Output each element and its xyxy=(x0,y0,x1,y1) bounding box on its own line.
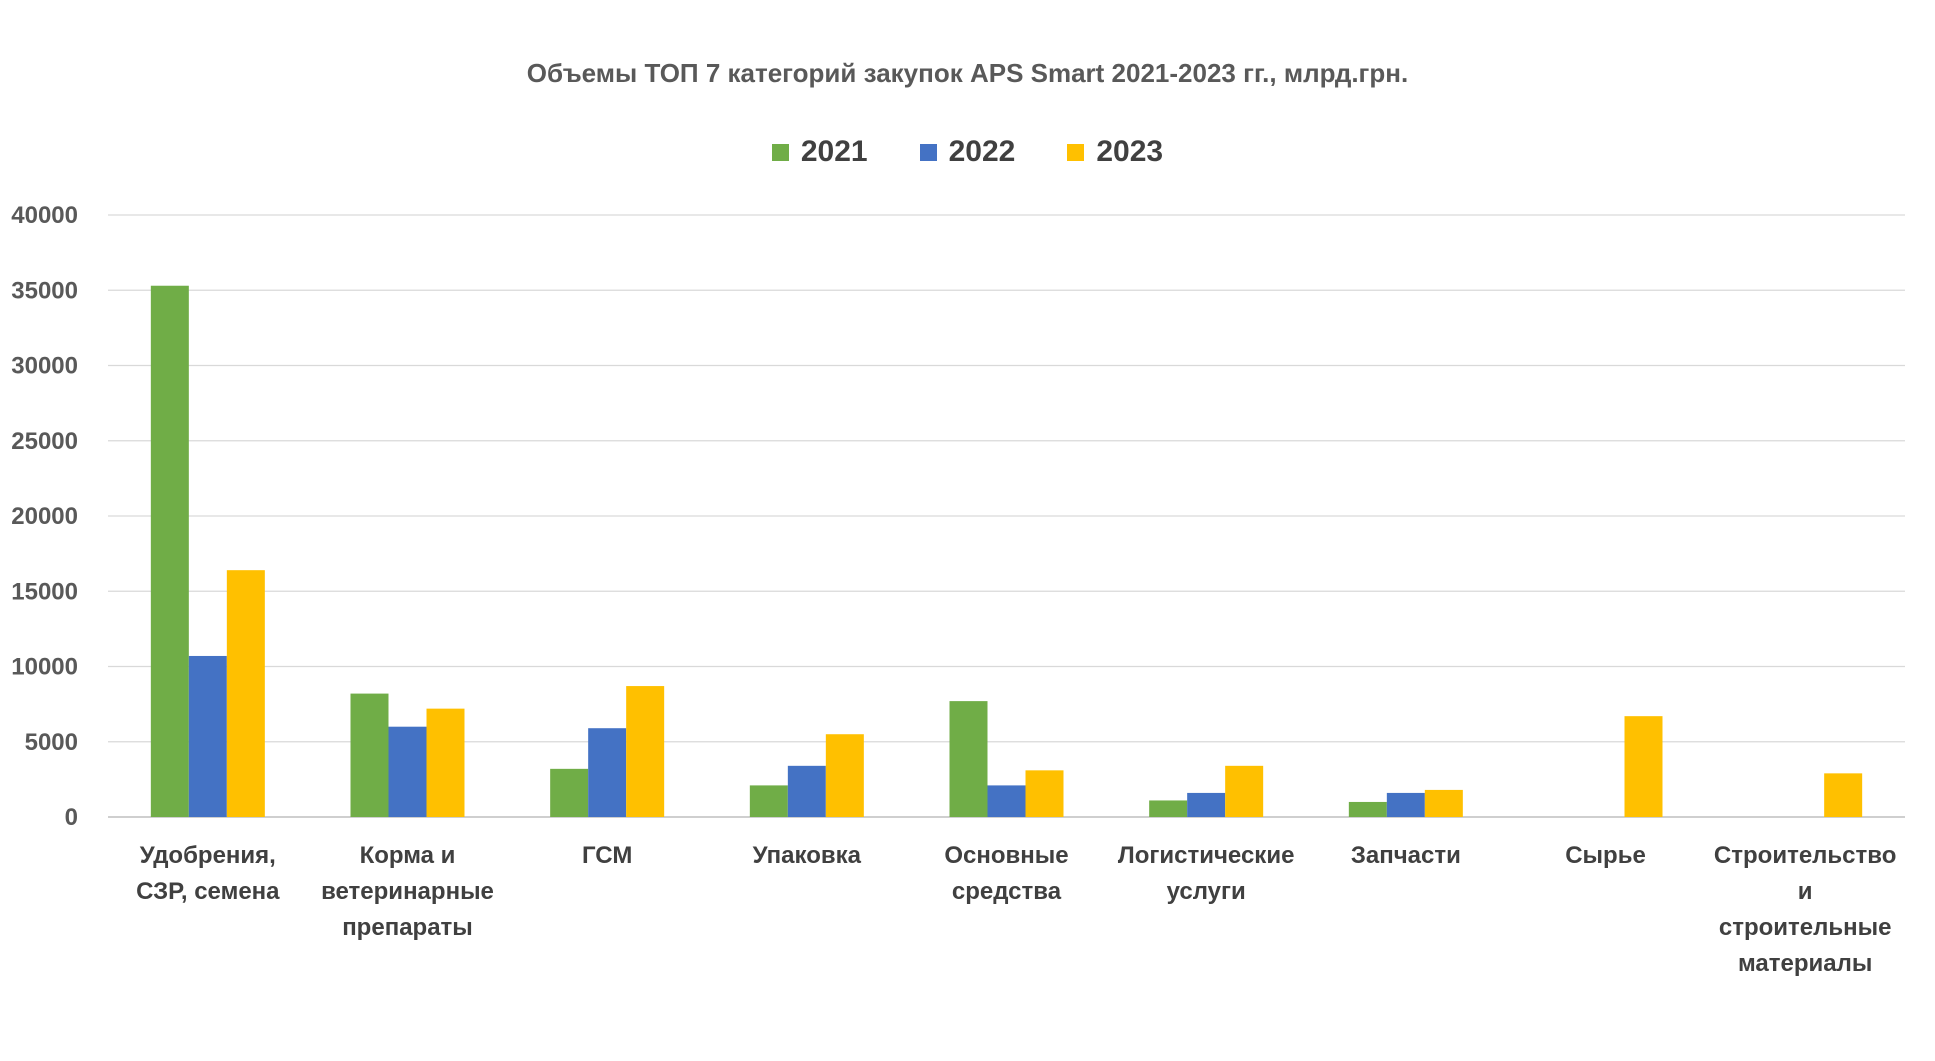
legend-swatch-2021 xyxy=(771,143,789,161)
bar-2022-2 xyxy=(588,728,627,817)
y-tick-label: 35000 xyxy=(11,277,78,304)
bar-2023-2 xyxy=(626,686,665,817)
bar-2022-4 xyxy=(987,785,1026,817)
x-category-label: Основные xyxy=(944,842,1068,869)
legend-label-2021: 2021 xyxy=(800,135,868,168)
bar-2023-4 xyxy=(1025,770,1064,817)
bar-2023-7 xyxy=(1624,716,1663,817)
bar-2021-3 xyxy=(749,785,788,817)
legend-label-2022: 2022 xyxy=(948,135,1016,168)
x-category-label: материалы xyxy=(1738,950,1872,977)
bar-2022-1 xyxy=(388,726,427,817)
y-tick-label: 0 xyxy=(65,804,78,831)
bar-2022-5 xyxy=(1187,792,1226,817)
bar-2023-5 xyxy=(1225,765,1264,817)
x-category-label: Логистические xyxy=(1118,842,1295,869)
bar-2021-5 xyxy=(1149,800,1188,817)
x-category-label: Удобрения, xyxy=(140,842,276,869)
legend: 2021 2022 2023 xyxy=(0,135,1935,169)
chart-title: Объемы ТОП 7 категорий закупок APS Smart… xyxy=(526,58,1409,88)
legend-item-2021: 2021 xyxy=(771,135,868,169)
legend-swatch-2023 xyxy=(1067,143,1085,161)
x-category-label: ГСМ xyxy=(582,842,632,869)
y-tick-label: 5000 xyxy=(25,729,78,756)
x-category-label: Корма и xyxy=(360,842,456,869)
bar-2022-6 xyxy=(1386,792,1425,817)
bar-2023-8 xyxy=(1824,773,1863,817)
y-tick-label: 30000 xyxy=(11,353,78,380)
legend-item-2023: 2023 xyxy=(1067,135,1163,169)
x-category-label: препараты xyxy=(342,914,473,941)
legend-label-2023: 2023 xyxy=(1096,135,1164,168)
x-category-label: СЗР, семена xyxy=(136,878,280,905)
y-tick-label: 25000 xyxy=(11,428,78,455)
x-category-label: и xyxy=(1798,878,1813,905)
bar-2021-4 xyxy=(949,701,988,817)
x-category-label: строительные xyxy=(1719,914,1892,941)
bar-2021-0 xyxy=(150,285,189,817)
bar-2023-0 xyxy=(226,570,265,817)
bar-2021-2 xyxy=(550,768,589,817)
x-category-label: Сырье xyxy=(1565,842,1646,869)
bar-2023-6 xyxy=(1424,789,1463,817)
bar-2022-0 xyxy=(188,655,227,817)
x-category-label: Упаковка xyxy=(753,842,862,869)
legend-swatch-2022 xyxy=(919,143,937,161)
y-tick-label: 20000 xyxy=(11,503,78,530)
bar-2022-3 xyxy=(787,765,826,817)
bar-2021-6 xyxy=(1348,801,1387,817)
x-category-label: Запчасти xyxy=(1351,842,1461,869)
x-category-label: Строительство xyxy=(1714,842,1896,869)
y-tick-label: 10000 xyxy=(11,654,78,681)
x-category-label: ветеринарные xyxy=(321,878,494,905)
bar-2023-3 xyxy=(825,734,864,817)
y-tick-label: 40000 xyxy=(11,202,78,229)
legend-item-2022: 2022 xyxy=(919,135,1016,169)
y-tick-label: 15000 xyxy=(11,578,78,605)
bar-2021-1 xyxy=(350,693,389,817)
x-category-label: средства xyxy=(952,878,1062,905)
bar-2023-1 xyxy=(426,708,465,817)
x-category-label: услуги xyxy=(1167,878,1246,905)
